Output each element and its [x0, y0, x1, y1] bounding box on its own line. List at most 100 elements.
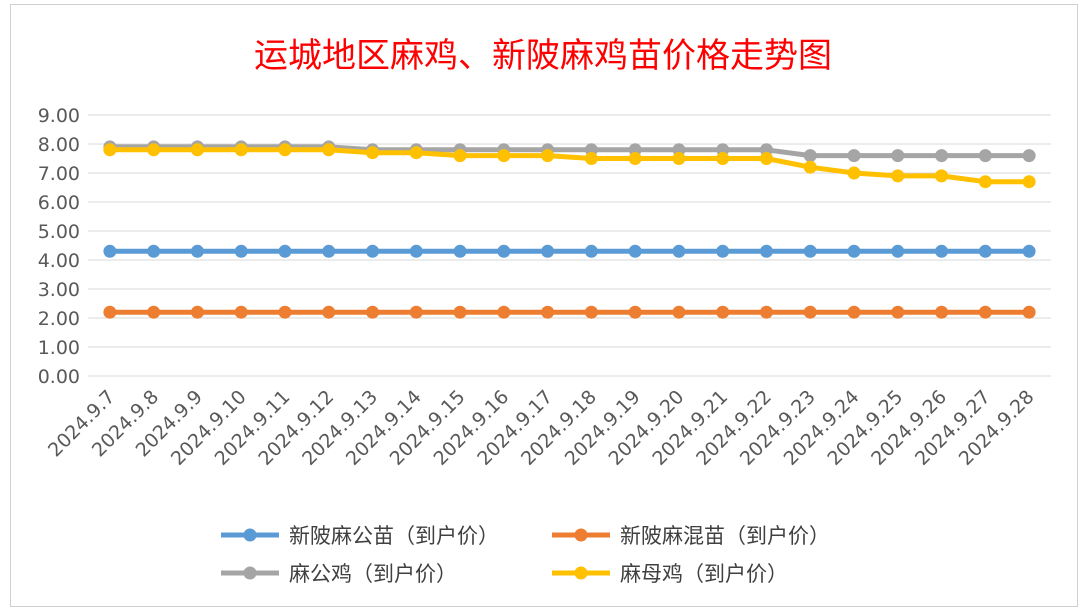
- data-point: [716, 244, 730, 258]
- data-point: [1022, 149, 1036, 163]
- data-point: [847, 305, 861, 319]
- legend-swatch-marker: [243, 528, 257, 542]
- y-tick-label: 8.00: [38, 134, 80, 156]
- data-point: [978, 305, 992, 319]
- y-axis-ticks: 0.00 1.00 2.00 3.00 4.00 5.00 6.00 7.00 8.00 9.00: [38, 105, 80, 388]
- data-point: [234, 244, 248, 258]
- data-point: [366, 146, 380, 160]
- data-point: [891, 305, 905, 319]
- data-point: [847, 149, 861, 163]
- y-tick-label: 6.00: [38, 192, 80, 214]
- legend-label: 麻母鸡（到户价）: [620, 562, 788, 586]
- data-point: [103, 305, 117, 319]
- data-point: [584, 152, 598, 165]
- data-point: [103, 143, 117, 157]
- data-point: [803, 244, 817, 258]
- data-point: [891, 149, 905, 163]
- data-point: [847, 166, 861, 180]
- line-chart: 运城地区麻鸡、新陂麻鸡苗价格走势图 0.00 1.00 2.00 3.00 4.00 5.…: [38, 36, 1051, 586]
- legend-item: 新陂麻混苗（到户价）: [552, 524, 830, 548]
- data-point: [278, 143, 292, 157]
- data-point: [716, 305, 730, 319]
- data-point: [541, 149, 555, 163]
- y-tick-label: 4.00: [38, 250, 80, 272]
- series-2: [103, 305, 1036, 319]
- data-point: [935, 169, 949, 183]
- data-point: [803, 305, 817, 319]
- data-point: [497, 305, 511, 319]
- data-point: [935, 149, 949, 163]
- data-point: [453, 149, 467, 163]
- data-point: [278, 244, 292, 258]
- data-point: [453, 244, 467, 258]
- data-point: [147, 143, 161, 157]
- chart-frame: 运城地区麻鸡、新陂麻鸡苗价格走势图 0.00 1.00 2.00 3.00 4.00 5.…: [10, 4, 1078, 607]
- legend: 新陂麻公苗（到户价） 新陂麻混苗（到户价） 麻公鸡（到户价） 麻母鸡（到户价）: [221, 524, 830, 586]
- data-point: [453, 305, 467, 319]
- legend-item: 麻公鸡（到户价）: [221, 562, 457, 586]
- data-point: [1022, 305, 1036, 319]
- data-point: [935, 244, 949, 258]
- data-point: [1022, 244, 1036, 258]
- data-point: [409, 244, 423, 258]
- grid-lines: [88, 114, 1051, 377]
- y-tick-label: 9.00: [38, 105, 80, 127]
- data-point: [278, 305, 292, 319]
- legend-label: 新陂麻混苗（到户价）: [620, 524, 830, 548]
- data-point: [891, 244, 905, 258]
- legend-swatch-marker: [574, 528, 588, 542]
- data-point: [234, 305, 248, 319]
- data-point: [1022, 175, 1036, 189]
- data-point: [103, 244, 117, 258]
- data-point: [672, 305, 686, 319]
- data-point: [409, 305, 423, 319]
- data-point: [541, 244, 555, 258]
- data-point: [147, 244, 161, 258]
- data-point: [497, 149, 511, 163]
- y-tick-label: 0.00: [38, 366, 80, 388]
- data-point: [672, 152, 686, 165]
- data-point: [584, 305, 598, 319]
- data-point: [366, 244, 380, 258]
- data-point: [322, 305, 336, 319]
- data-point: [978, 175, 992, 189]
- data-point: [190, 244, 204, 258]
- y-tick-label: 5.00: [38, 221, 80, 243]
- y-tick-label: 1.00: [38, 337, 80, 359]
- legend-swatch-marker: [243, 566, 257, 580]
- data-point: [716, 152, 730, 165]
- data-point: [672, 244, 686, 258]
- data-point: [147, 305, 161, 319]
- x-axis-ticks: 2024.9.72024.9.82024.9.92024.9.102024.9.…: [44, 386, 1039, 470]
- data-point: [803, 149, 817, 163]
- series-4: [103, 143, 1036, 189]
- legend-label: 新陂麻公苗（到户价）: [289, 524, 499, 548]
- data-point: [541, 305, 555, 319]
- data-point: [759, 244, 773, 258]
- data-point: [628, 305, 642, 319]
- data-point: [234, 143, 248, 157]
- data-point: [891, 169, 905, 183]
- data-point: [366, 305, 380, 319]
- series-line: [109, 144, 1030, 159]
- data-point: [628, 152, 642, 165]
- legend-item: 新陂麻公苗（到户价）: [221, 524, 499, 548]
- data-point: [935, 305, 949, 319]
- legend-item: 麻母鸡（到户价）: [552, 562, 788, 586]
- data-point: [759, 152, 773, 165]
- data-point: [803, 160, 817, 174]
- data-point: [322, 244, 336, 258]
- y-tick-label: 2.00: [38, 308, 80, 330]
- data-point: [628, 244, 642, 258]
- y-tick-label: 7.00: [38, 163, 80, 185]
- data-point: [190, 143, 204, 157]
- data-point: [759, 305, 773, 319]
- series-line: [109, 147, 1030, 185]
- chart-title: 运城地区麻鸡、新陂麻鸡苗价格走势图: [254, 36, 832, 76]
- series-layer: [103, 140, 1036, 319]
- data-point: [978, 149, 992, 163]
- data-point: [978, 244, 992, 258]
- series-1: [103, 244, 1036, 258]
- data-point: [584, 244, 598, 258]
- data-point: [497, 244, 511, 258]
